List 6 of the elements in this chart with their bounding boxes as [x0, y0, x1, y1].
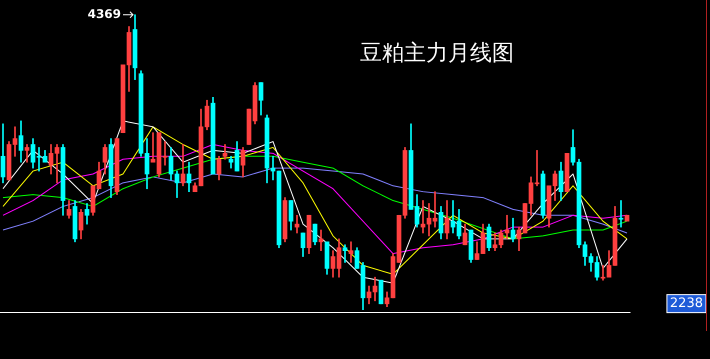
text: 豆粕主力月线图: [360, 40, 514, 68]
candlestick: [564, 153, 570, 192]
candlestick: [624, 214, 630, 222]
text: 2238: [670, 296, 704, 311]
candlestick: [378, 280, 384, 304]
annotation: 4369: [88, 6, 121, 21]
